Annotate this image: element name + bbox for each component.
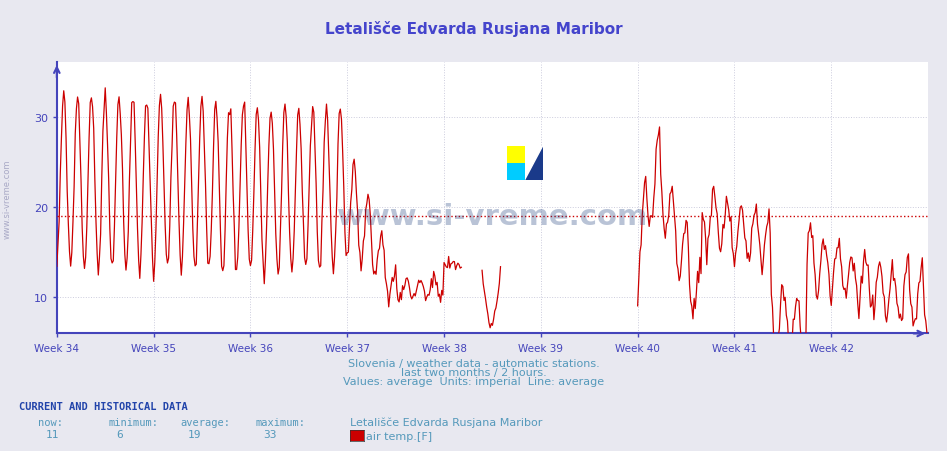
Text: Slovenia / weather data - automatic stations.: Slovenia / weather data - automatic stat… [348,358,599,368]
Text: 6: 6 [116,429,123,439]
Text: minimum:: minimum: [109,417,159,427]
Text: Letališče Edvarda Rusjana Maribor: Letališče Edvarda Rusjana Maribor [350,416,543,427]
Text: www.si-vreme.com: www.si-vreme.com [337,202,648,230]
Text: CURRENT AND HISTORICAL DATA: CURRENT AND HISTORICAL DATA [19,401,188,411]
Text: 11: 11 [45,429,59,439]
Text: air temp.[F]: air temp.[F] [366,431,433,441]
Text: 19: 19 [188,429,201,439]
Text: last two months / 2 hours.: last two months / 2 hours. [401,367,546,377]
Text: Values: average  Units: imperial  Line: average: Values: average Units: imperial Line: av… [343,376,604,386]
Text: now:: now: [38,417,63,427]
Text: Letališče Edvarda Rusjana Maribor: Letališče Edvarda Rusjana Maribor [325,21,622,37]
Text: average:: average: [180,417,230,427]
Text: 33: 33 [263,429,277,439]
Polygon shape [525,147,543,180]
Text: www.si-vreme.com: www.si-vreme.com [3,159,12,238]
Text: maximum:: maximum: [256,417,306,427]
